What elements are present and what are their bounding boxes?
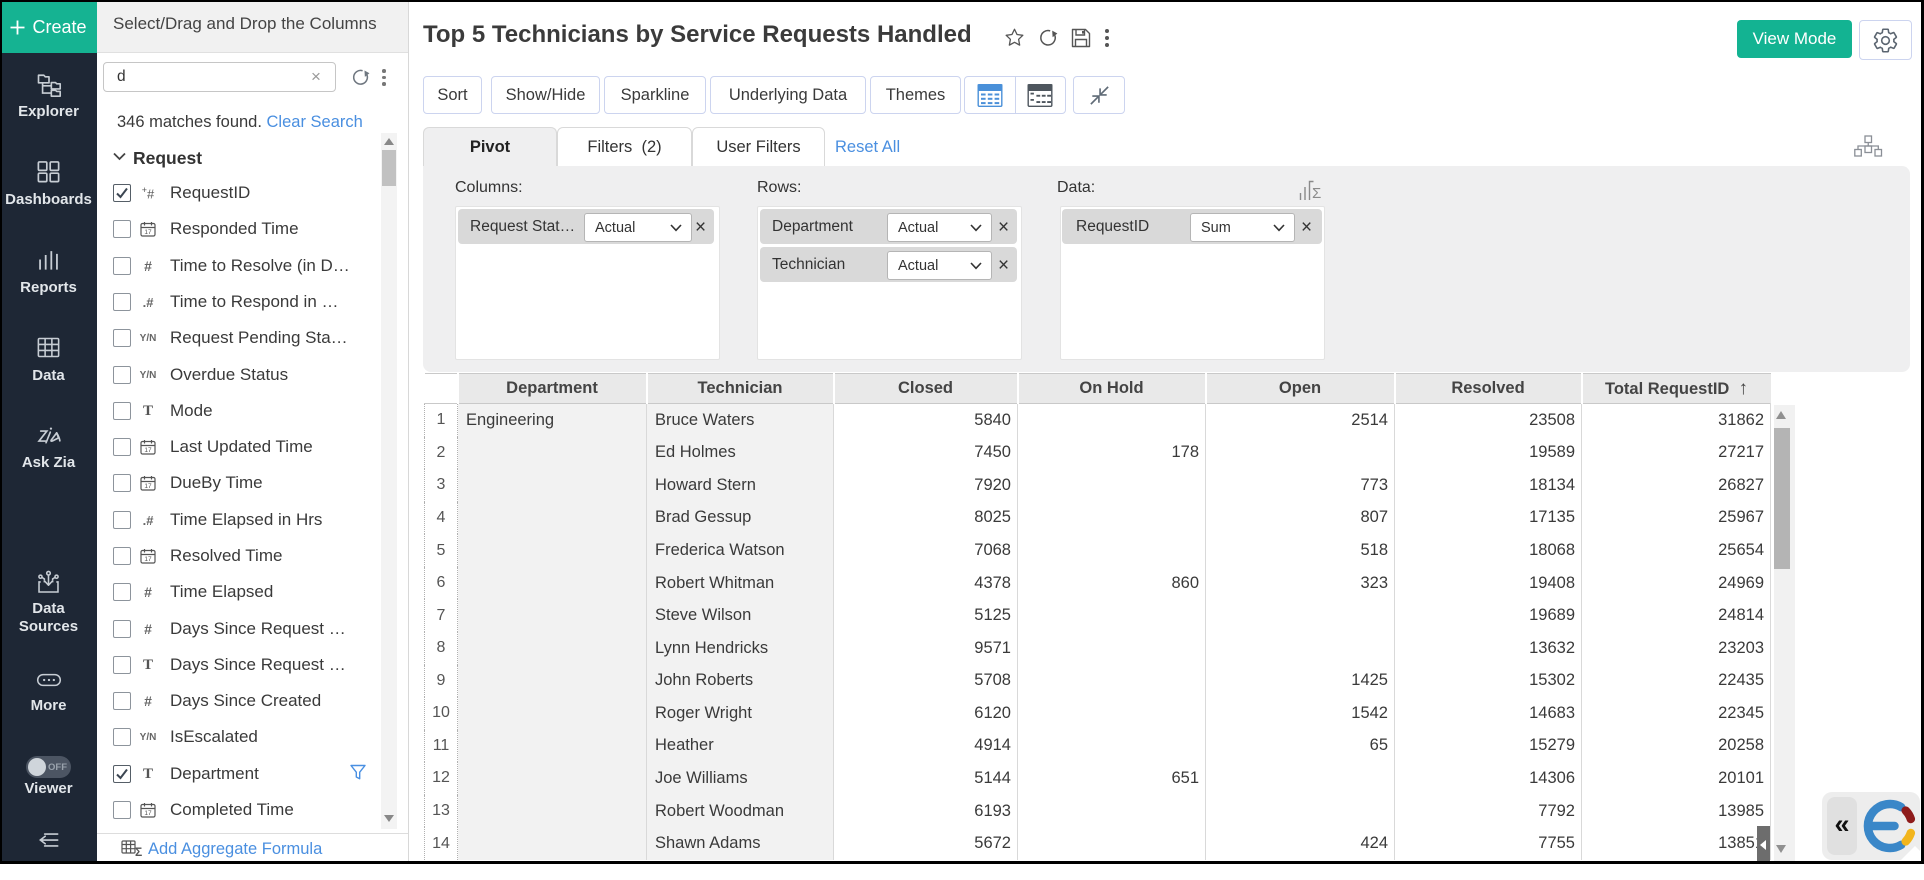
svg-text:17: 17 <box>144 810 152 817</box>
svg-text:17: 17 <box>144 229 152 236</box>
svg-text:Σ: Σ <box>1312 185 1321 201</box>
svg-text:17: 17 <box>144 556 152 563</box>
svg-text:Σ: Σ <box>135 845 142 858</box>
svg-text:17: 17 <box>144 447 152 454</box>
svg-text:17: 17 <box>144 483 152 490</box>
